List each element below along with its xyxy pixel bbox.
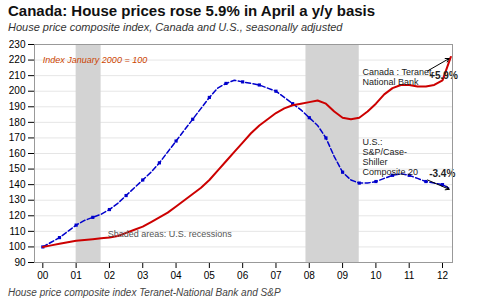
svg-text:U.S.:S&P/Case-ShillerComposite: U.S.:S&P/Case-ShillerComposite 20: [363, 137, 419, 177]
svg-text:08: 08: [304, 270, 316, 281]
svg-text:01: 01: [71, 270, 83, 281]
svg-text:110: 110: [10, 226, 26, 237]
html-text:House price composite index, C: House price composite index, Canada and …: [8, 21, 343, 33]
svg-text:12: 12: [437, 270, 449, 281]
svg-text:150: 150: [9, 163, 26, 174]
svg-text:+5.9%: +5.9%: [429, 70, 458, 81]
svg-text:160: 160: [9, 148, 26, 159]
svg-text:07: 07: [270, 270, 282, 281]
html-text:Canada: House prices rose 5.9%: Canada: House prices rose 5.9% in April …: [8, 2, 376, 19]
svg-text:04: 04: [170, 270, 182, 281]
svg-text:120: 120: [9, 210, 26, 221]
svg-text:11: 11: [404, 270, 415, 281]
svg-text:200: 200: [9, 85, 26, 96]
svg-text:190: 190: [9, 101, 26, 112]
html-text:House price composite index Te: House price composite index Teranet-Nati…: [8, 287, 281, 298]
svg-text:02: 02: [104, 270, 116, 281]
svg-text:Index January 2000 = 100: Index January 2000 = 100: [43, 55, 147, 65]
svg-text:180: 180: [9, 117, 26, 128]
svg-text:170: 170: [9, 132, 26, 143]
svg-text:05: 05: [204, 270, 216, 281]
svg-text:Shaded areas: U.S. recessions: Shaded areas: U.S. recessions: [108, 229, 233, 239]
svg-text:03: 03: [137, 270, 149, 281]
svg-text:-3.4%: -3.4%: [429, 168, 455, 179]
svg-text:90: 90: [14, 257, 26, 268]
svg-text:210: 210: [9, 70, 26, 81]
svg-text:100: 100: [9, 241, 26, 252]
svg-text:140: 140: [9, 179, 26, 190]
svg-text:220: 220: [9, 54, 26, 65]
svg-text:130: 130: [9, 194, 26, 205]
svg-text:10: 10: [370, 270, 382, 281]
svg-text:00: 00: [37, 270, 49, 281]
svg-text:Canada : Teranet-National Bank: Canada : Teranet-National Bank: [363, 67, 435, 87]
svg-text:230: 230: [9, 39, 26, 50]
svg-text:09: 09: [337, 270, 349, 281]
svg-text:06: 06: [237, 270, 249, 281]
